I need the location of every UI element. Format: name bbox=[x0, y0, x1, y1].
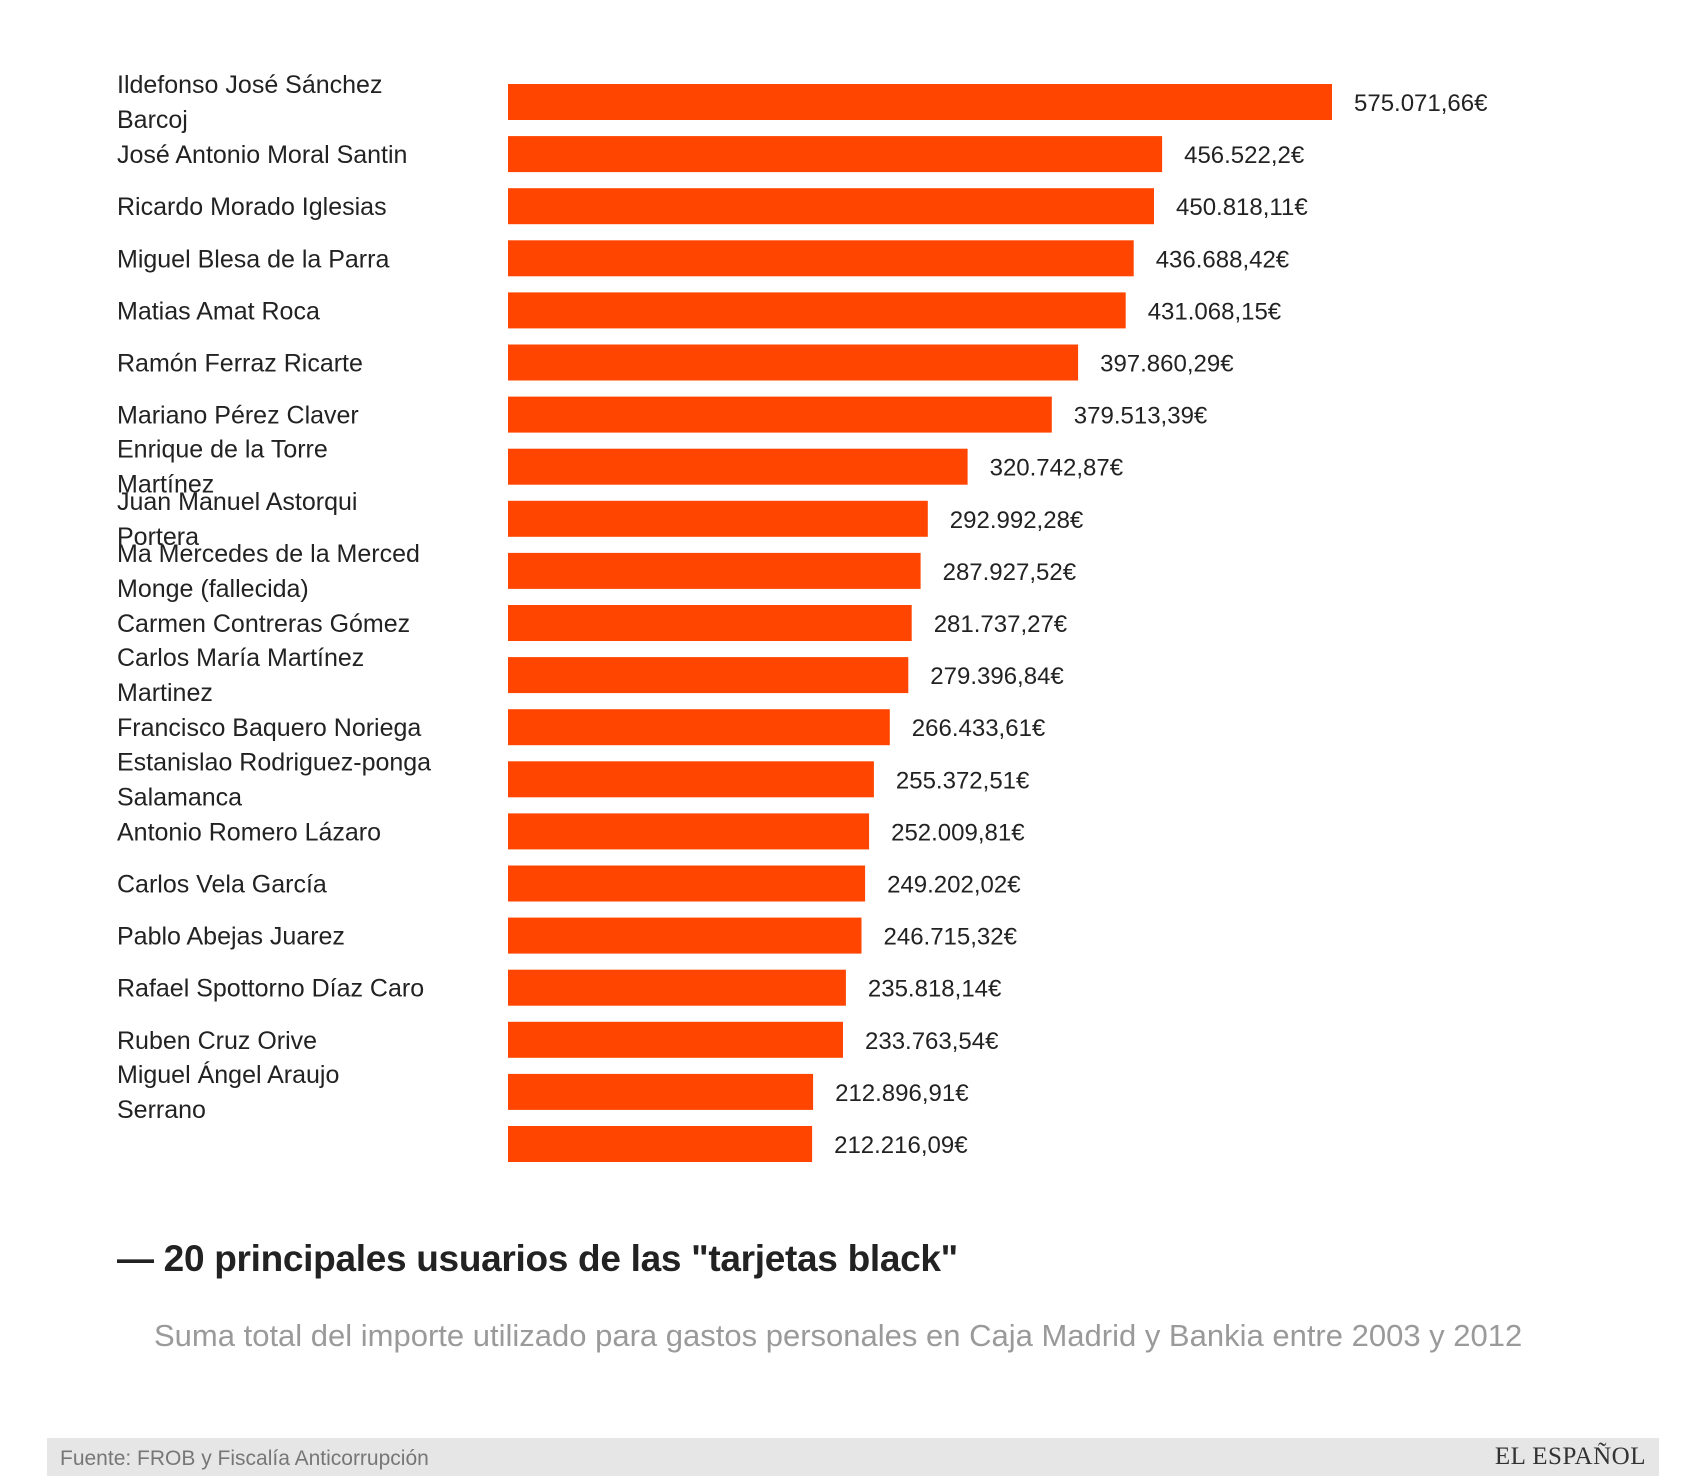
category-label: Mariano Pérez Claver bbox=[117, 402, 359, 430]
category-label: Antonio Romero Lázaro bbox=[117, 818, 381, 846]
category-label: Ricardo Morado Iglesias bbox=[117, 193, 387, 221]
bar bbox=[508, 605, 912, 641]
bar bbox=[508, 396, 1052, 433]
category-label: Miguel Ángel Araujo Serrano bbox=[117, 1060, 339, 1124]
source-note: Fuente: FROB y Fiscalía Anticorrupción bbox=[60, 1447, 429, 1470]
value-label: 397.860,29€ bbox=[1100, 351, 1234, 378]
bar bbox=[508, 136, 1163, 173]
value-label: 287.927,52€ bbox=[943, 559, 1077, 586]
value-label: 212.896,91€ bbox=[835, 1080, 969, 1107]
category-label: Carlos María Martínez Martinez bbox=[117, 644, 364, 707]
category-label: Juan Manuel Astorqui Portera bbox=[117, 488, 357, 551]
bar bbox=[508, 969, 846, 1006]
category-label: Ildefonso José Sánchez Barcoj bbox=[117, 71, 382, 134]
chart-subtitle: Suma total del importe utilizado para ga… bbox=[154, 1318, 1523, 1353]
bar bbox=[508, 709, 890, 746]
value-label: 233.763,54€ bbox=[865, 1028, 999, 1055]
value-label: 436.688,42€ bbox=[1156, 246, 1290, 273]
value-label: 431.068,15€ bbox=[1148, 298, 1282, 325]
bar bbox=[508, 1073, 814, 1110]
value-label: 292.992,28€ bbox=[950, 507, 1084, 534]
bars-group bbox=[508, 84, 1332, 1162]
bar bbox=[508, 448, 968, 485]
category-label: Carlos Vela García bbox=[117, 871, 327, 899]
value-label: 246.715,32€ bbox=[884, 924, 1018, 951]
value-label: 255.372,51€ bbox=[896, 767, 1030, 794]
category-label: Carmen Contreras Gómez bbox=[117, 610, 410, 638]
name-labels-group: Ildefonso José Sánchez Barcoj José Antonio… bbox=[117, 71, 431, 1124]
bar-chart: Ildefonso José Sánchez Barcoj José Antonio… bbox=[117, 71, 1488, 1162]
footer-bar: Fuente: FROB y Fiscalía Anticorrupción E… bbox=[47, 1438, 1659, 1476]
category-label: Ma Mercedes de la Merced Monge (fallecida… bbox=[117, 540, 420, 603]
value-label: 266.433,61€ bbox=[912, 715, 1046, 742]
bar bbox=[508, 84, 1332, 120]
value-label: 379.513,39€ bbox=[1074, 403, 1208, 430]
bar bbox=[508, 500, 928, 537]
bar bbox=[508, 1126, 813, 1162]
bar bbox=[508, 188, 1154, 225]
value-label: 279.396,84€ bbox=[930, 663, 1064, 690]
chart-title: — 20 principales usuarios de las "tarjet… bbox=[117, 1238, 958, 1279]
value-label: 456.522,2€ bbox=[1184, 142, 1305, 169]
category-label: Estanislao Rodriguez-ponga Salamanca bbox=[117, 748, 431, 811]
bar bbox=[508, 552, 921, 589]
bar bbox=[508, 761, 874, 798]
value-label: 252.009,81€ bbox=[891, 819, 1025, 846]
bar bbox=[508, 240, 1134, 277]
category-label: Ramón Ferraz Ricarte bbox=[117, 350, 363, 378]
value-label: 235.818,14€ bbox=[868, 976, 1002, 1003]
publisher-logo: EL ESPAÑOL bbox=[1494, 1443, 1646, 1470]
value-label: 320.742,87€ bbox=[990, 455, 1124, 482]
bar bbox=[508, 344, 1079, 381]
category-label: Miguel Blesa de la Parra bbox=[117, 245, 389, 273]
bar bbox=[508, 813, 870, 850]
category-label: Ruben Cruz Orive bbox=[117, 1027, 317, 1055]
category-label: Rafael Spottorno Díaz Caro bbox=[117, 975, 424, 1003]
value-label: 450.818,11€ bbox=[1176, 194, 1308, 221]
category-label: Matias Amat Roca bbox=[117, 297, 320, 325]
category-label: Francisco Baquero Noriega bbox=[117, 714, 421, 742]
category-label: José Antonio Moral Santin bbox=[117, 141, 407, 169]
bar bbox=[508, 1021, 843, 1058]
value-labels-group: 575.071,66€ 456.522,2€ 450.818,11€ 436.688,… bbox=[834, 90, 1488, 1159]
category-label: Pablo Abejas Juarez bbox=[117, 923, 345, 951]
bar bbox=[508, 657, 909, 694]
value-label: 249.202,02€ bbox=[887, 872, 1021, 899]
value-label: 575.071,66€ bbox=[1354, 90, 1488, 117]
bar bbox=[508, 917, 862, 954]
bar bbox=[508, 865, 866, 902]
value-label: 212.216,09€ bbox=[834, 1132, 968, 1159]
bar bbox=[508, 292, 1126, 329]
category-label: Enrique de la Torre Martínez bbox=[117, 436, 328, 499]
value-label: 281.737,27€ bbox=[934, 611, 1068, 638]
